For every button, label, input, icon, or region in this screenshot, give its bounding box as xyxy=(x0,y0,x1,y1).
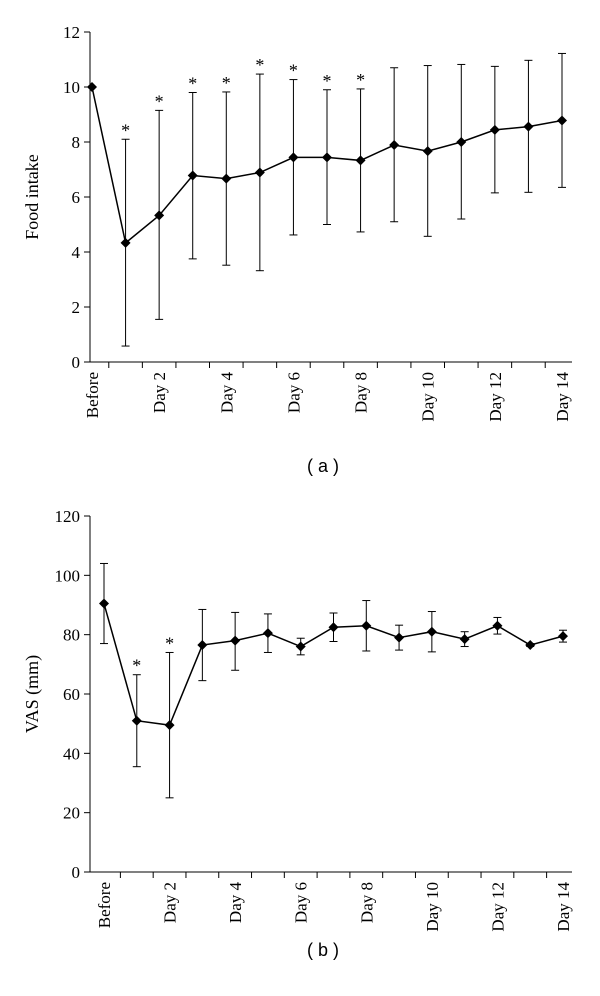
x-tick-label: Day 12 xyxy=(488,882,507,932)
panel-caption: ( b ) xyxy=(307,940,339,960)
chart-panel-1: 0 20 40 60 80 100 120 Before Day 2 Day 4 Day 6 Day … xyxy=(22,507,573,960)
x-tick-label: Day 4 xyxy=(217,372,236,414)
y-tick-label: 80 xyxy=(63,626,80,645)
significance-marker: * xyxy=(188,74,197,94)
data-point xyxy=(523,121,534,132)
y-axis-title: Food intake xyxy=(22,154,42,240)
data-point xyxy=(361,620,372,631)
data-point xyxy=(131,715,142,726)
x-tick-label: Day 4 xyxy=(226,882,245,924)
y-tick-label: 10 xyxy=(63,78,80,97)
data-point xyxy=(492,620,503,631)
x-tick-label: Day 14 xyxy=(553,372,572,422)
data-point xyxy=(254,167,265,178)
x-tick-label: Day 6 xyxy=(292,882,311,923)
significance-marker: * xyxy=(356,70,365,90)
y-tick-label: 8 xyxy=(72,133,81,152)
data-point xyxy=(99,598,109,609)
data-point xyxy=(422,146,433,157)
significance-marker: * xyxy=(132,656,141,676)
data-point xyxy=(187,170,198,181)
data-point xyxy=(87,82,97,92)
data-point xyxy=(120,237,131,248)
data-point xyxy=(525,640,536,651)
x-tick-label: Day 6 xyxy=(284,372,303,413)
data-point xyxy=(558,631,568,642)
data-point xyxy=(322,152,332,163)
data-point xyxy=(230,635,241,646)
y-tick-label: 0 xyxy=(72,353,81,372)
y-tick-label: 120 xyxy=(55,507,81,526)
data-point xyxy=(355,155,366,166)
data-point xyxy=(262,628,273,639)
y-tick-label: 6 xyxy=(72,188,81,207)
x-tick-label: Day 2 xyxy=(150,372,169,413)
y-tick-label: 20 xyxy=(63,804,80,823)
x-tick-label: Day 10 xyxy=(423,882,442,932)
data-point xyxy=(164,720,175,731)
y-tick-label: 2 xyxy=(72,298,81,317)
data-point xyxy=(389,140,400,151)
significance-marker: * xyxy=(155,91,164,111)
significance-marker: * xyxy=(289,61,298,81)
y-tick-label: 100 xyxy=(55,566,81,585)
data-point xyxy=(154,210,165,221)
data-point xyxy=(328,622,339,633)
chart-panel-0: 0 2 4 6 8 10 12 Before Day 2 Day 4 Day 6 Day 8 Day 1… xyxy=(22,23,572,476)
data-point xyxy=(394,632,405,643)
x-tick-label: Before xyxy=(95,882,114,928)
y-tick-label: 4 xyxy=(72,243,81,262)
x-tick-label: Day 8 xyxy=(352,372,371,413)
x-tick-label: Day 12 xyxy=(486,372,505,422)
significance-marker: * xyxy=(255,55,264,75)
y-tick-label: 0 xyxy=(72,863,81,882)
x-tick-label: Day 8 xyxy=(357,882,376,923)
data-point xyxy=(489,124,500,135)
data-point xyxy=(426,626,437,637)
x-tick-label: Day 10 xyxy=(419,372,438,422)
y-tick-label: 60 xyxy=(63,685,80,704)
significance-marker: * xyxy=(121,120,130,140)
data-point xyxy=(197,640,208,651)
y-tick-label: 40 xyxy=(63,744,80,763)
x-tick-label: Day 14 xyxy=(554,882,573,932)
data-point xyxy=(557,115,567,126)
significance-marker: * xyxy=(165,633,174,653)
data-point xyxy=(459,634,470,645)
data-point xyxy=(456,137,467,147)
data-point xyxy=(221,173,232,184)
y-tick-label: 12 xyxy=(63,23,80,42)
significance-marker: * xyxy=(222,73,231,93)
x-tick-label: Before xyxy=(83,372,102,418)
data-point xyxy=(288,152,299,163)
data-point xyxy=(295,641,306,652)
panel-caption: ( a ) xyxy=(307,456,339,476)
y-axis-title: VAS (mm) xyxy=(22,655,43,733)
x-tick-label: Day 2 xyxy=(161,882,180,923)
significance-marker: * xyxy=(323,71,332,91)
